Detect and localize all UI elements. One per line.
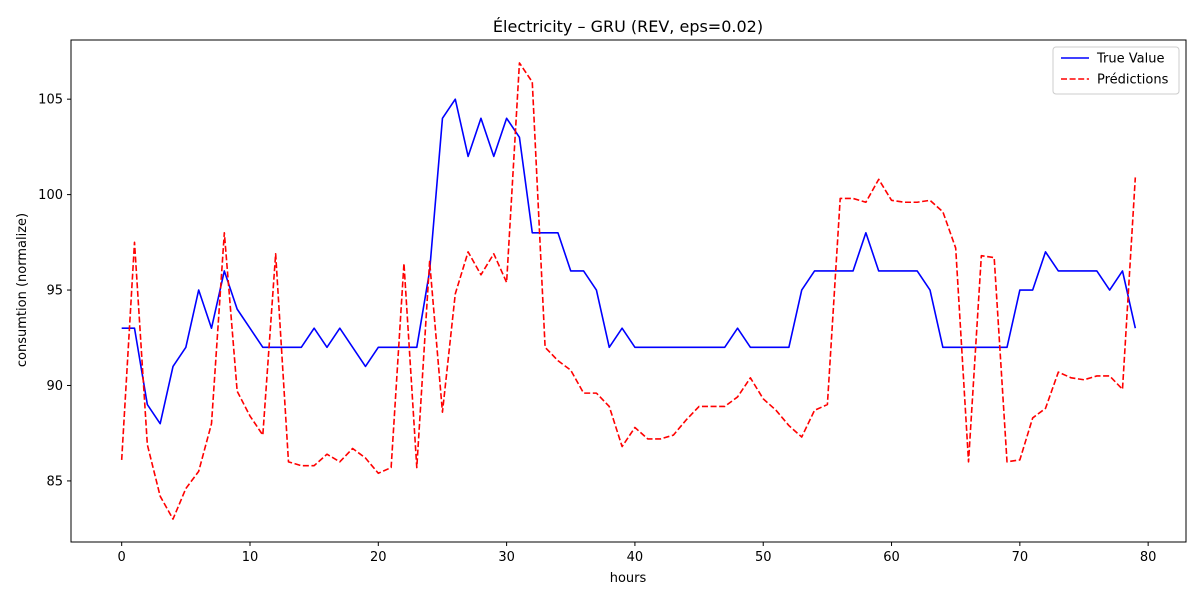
chart-title: Électricity – GRU (REV, eps=0.02) — [493, 17, 763, 36]
x-tick-label: 40 — [627, 550, 644, 565]
x-tick-label: 80 — [1140, 550, 1157, 565]
series-line-true-value — [121, 98, 1137, 425]
x-tick-label: 50 — [755, 550, 772, 565]
x-tick-label: 10 — [242, 550, 259, 565]
y-tick-label: 90 — [46, 379, 63, 394]
x-tick-label: 70 — [1012, 550, 1029, 565]
y-tick-label: 105 — [38, 93, 63, 108]
x-tick-label: 30 — [498, 550, 515, 565]
x-tick-label: 60 — [883, 550, 900, 565]
y-tick-label: 100 — [38, 188, 63, 203]
legend-label: True Value — [1096, 52, 1164, 67]
y-tick-label: 85 — [46, 474, 63, 489]
x-axis-label: hours — [610, 571, 647, 586]
plot-frame — [70, 39, 1187, 543]
legend: True Value Prédictions — [1052, 46, 1180, 95]
series-line-predictions — [120, 62, 1137, 520]
legend-label: Prédictions — [1097, 73, 1169, 88]
y-tick-label: 95 — [46, 284, 63, 299]
x-tick-label: 20 — [370, 550, 387, 565]
x-tick-label: 0 — [118, 550, 126, 565]
y-axis-label: consumtion (normalize) — [15, 213, 30, 367]
plot-area: 0 10 20 30 40 50 60 70 80 85 90 95 100 105 — [38, 39, 1187, 565]
